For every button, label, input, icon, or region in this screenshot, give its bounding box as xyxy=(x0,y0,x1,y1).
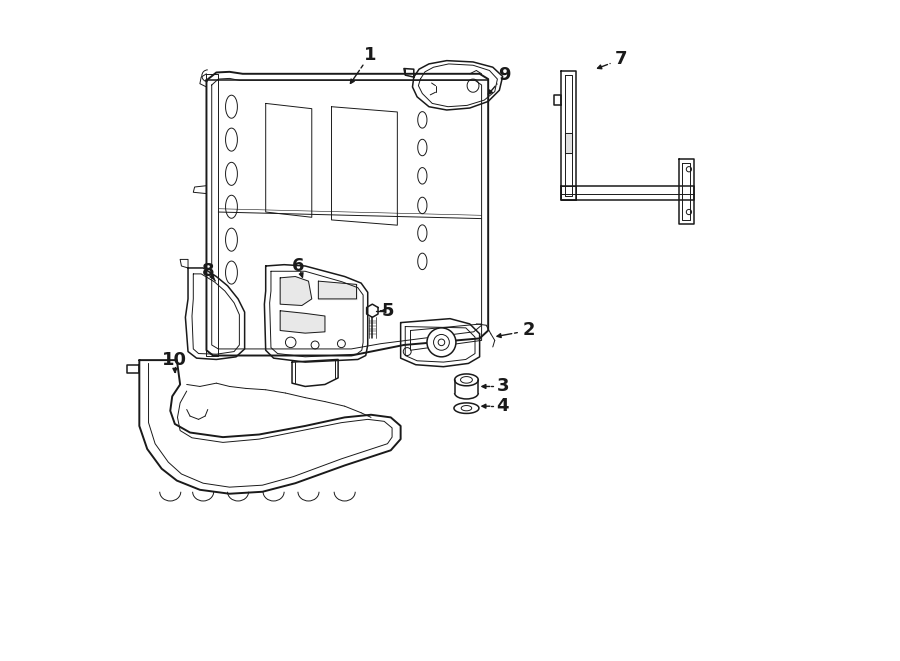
Polygon shape xyxy=(292,360,338,387)
Text: 8: 8 xyxy=(202,262,215,280)
Text: 4: 4 xyxy=(497,397,508,415)
Polygon shape xyxy=(185,268,245,360)
Polygon shape xyxy=(561,71,576,200)
Polygon shape xyxy=(140,360,401,494)
Text: 7: 7 xyxy=(615,50,627,68)
Text: 5: 5 xyxy=(382,302,393,320)
Polygon shape xyxy=(564,133,572,153)
Text: 1: 1 xyxy=(364,46,376,64)
Polygon shape xyxy=(206,72,488,356)
Text: 10: 10 xyxy=(162,351,187,369)
Polygon shape xyxy=(400,319,480,367)
Polygon shape xyxy=(366,304,378,317)
Polygon shape xyxy=(280,311,325,333)
Circle shape xyxy=(427,328,456,357)
Text: 6: 6 xyxy=(292,257,305,275)
Polygon shape xyxy=(319,281,356,299)
Text: 2: 2 xyxy=(523,321,536,340)
Text: 3: 3 xyxy=(497,377,508,395)
Polygon shape xyxy=(412,61,503,110)
Polygon shape xyxy=(280,276,311,305)
Polygon shape xyxy=(680,159,694,224)
Polygon shape xyxy=(265,264,368,362)
Polygon shape xyxy=(128,365,140,373)
Polygon shape xyxy=(561,186,694,200)
Text: 9: 9 xyxy=(499,66,511,84)
